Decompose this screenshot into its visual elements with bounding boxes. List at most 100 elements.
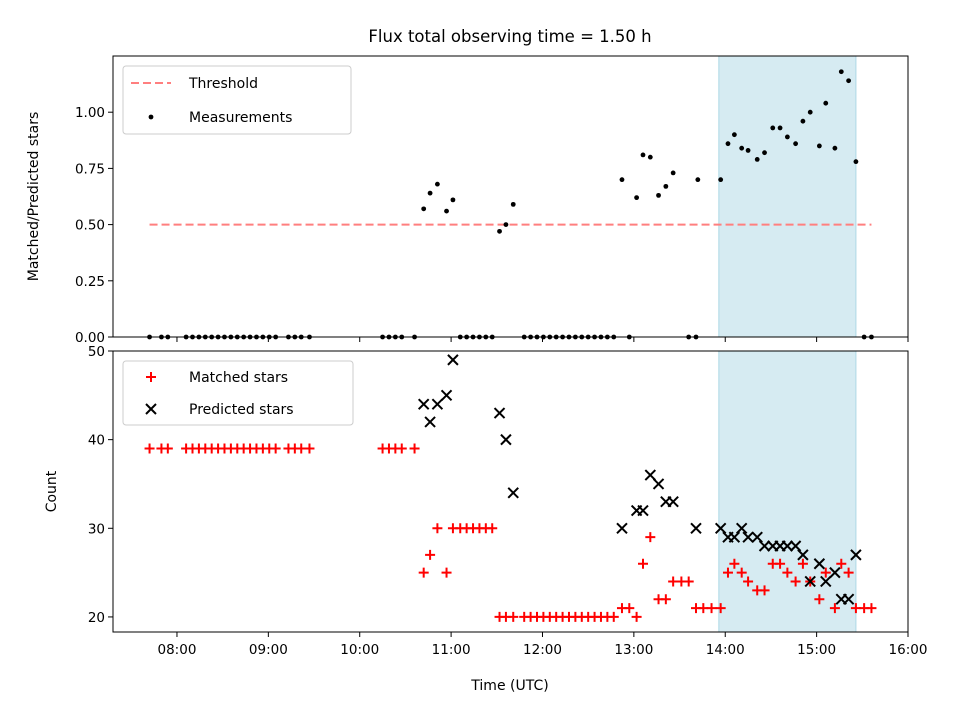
predicted-star-point	[797, 549, 809, 561]
measurement-point	[793, 141, 799, 147]
matched-star-point	[820, 567, 831, 578]
predicted-star-point	[850, 549, 862, 561]
x-tick-label: 16:00	[889, 642, 928, 658]
x-tick-label: 15:00	[797, 642, 836, 658]
predicted-star-point	[804, 575, 816, 588]
y-tick-label: 40	[88, 433, 105, 449]
matched-star-point	[304, 443, 315, 454]
predicted-star-point	[742, 531, 754, 543]
matched-star-point	[797, 558, 808, 569]
matched-star-point	[425, 549, 436, 560]
measurement-point	[762, 150, 767, 156]
measurement-point	[670, 170, 676, 176]
x-axis-label: Time (UTC)	[470, 678, 548, 694]
predicted-star-point	[758, 540, 771, 552]
matched-star-point	[814, 594, 825, 605]
predicted-star-point	[842, 593, 855, 605]
matched-star-point	[645, 532, 656, 543]
predicted-star-point	[735, 522, 748, 534]
measurement-point	[777, 125, 783, 131]
legend-label: Threshold	[188, 76, 258, 92]
panel-ratio: 0.00 0.25 0.50 0.75 1.00 Matched/Predicted st…	[26, 55, 909, 346]
predicted-star-point	[751, 531, 763, 543]
highlight-span	[718, 350, 857, 633]
predicted-star-point	[500, 433, 512, 446]
legend-label: Predicted stars	[189, 402, 294, 418]
measurement-point	[745, 148, 751, 153]
matched-star-point	[487, 523, 498, 534]
measurement-point	[619, 177, 625, 183]
matched-star-point	[270, 443, 281, 454]
predicted-star-point	[667, 495, 679, 508]
predicted-star-point	[781, 540, 794, 552]
axes-frame	[112, 350, 909, 633]
predicted-star-point	[424, 416, 436, 428]
x-tick-label: 11:00	[432, 642, 471, 658]
matched-star-point	[790, 576, 801, 587]
matched-star-point	[866, 603, 877, 614]
chart-title: Flux total observing time = 1.50 h	[368, 27, 651, 46]
measurement-point	[510, 201, 516, 207]
matched-star-point	[829, 603, 840, 614]
matched-star-point	[722, 567, 733, 578]
highlight-span	[718, 55, 857, 338]
measurement-point	[846, 78, 852, 84]
measurement-point	[640, 152, 646, 158]
measurement-point	[503, 222, 509, 228]
predicted-star-point	[431, 398, 444, 410]
predicted-star-point	[417, 398, 430, 410]
matched-star-point	[715, 603, 726, 614]
matched-star-point	[660, 594, 671, 605]
measurement-point	[770, 125, 776, 131]
matched-star-point	[729, 558, 740, 569]
measurement-point	[634, 195, 640, 201]
measurement-point	[838, 69, 844, 75]
legend-marker-swatch	[148, 114, 154, 120]
measurement-point	[718, 177, 724, 183]
predicted-star-point	[440, 389, 453, 402]
legend-label: Matched stars	[189, 370, 288, 386]
matched-star-point	[631, 611, 642, 622]
predicted-star-point	[447, 354, 459, 366]
measurement-point	[656, 192, 661, 198]
y-tick-label: 1.00	[75, 105, 105, 121]
y-tick-label: 50	[88, 344, 105, 360]
matched-star-point	[736, 567, 747, 578]
y-tick-label: 20	[88, 610, 105, 626]
matched-star-point	[706, 603, 717, 614]
matched-star-point	[162, 443, 173, 454]
measurement-point	[784, 134, 790, 140]
x-tick-label: 10:00	[340, 642, 379, 658]
matched-star-point	[396, 443, 407, 454]
measurement-point	[800, 118, 806, 124]
measurement-point	[450, 197, 456, 203]
matched-star-point	[608, 611, 619, 622]
measurement-point	[444, 208, 449, 214]
measurement-point	[807, 109, 813, 115]
matched-star-point	[843, 567, 854, 578]
legend-box	[122, 360, 354, 426]
matched-star-point	[432, 523, 443, 534]
matched-star-point	[409, 443, 420, 454]
predicted-star-point	[493, 407, 506, 419]
measurement-point	[754, 157, 760, 162]
predicted-star-point	[789, 540, 802, 552]
matched-star-point	[418, 567, 429, 578]
x-tick-label: 14:00	[706, 642, 745, 658]
legend-marker-swatch	[146, 372, 156, 382]
matched-star-point	[782, 567, 793, 578]
axes-frame	[112, 55, 909, 338]
panel-count: 20 30 40 50 08:00 09:00 10:00 11:00 12:00 13:00 14…	[44, 344, 927, 658]
measurement-point	[421, 206, 427, 212]
measurement-point	[725, 141, 731, 147]
measurement-point	[497, 228, 502, 234]
matched-star-point	[624, 603, 635, 614]
matched-star-point	[144, 443, 155, 454]
predicted-star-point	[644, 469, 657, 481]
measurement-point	[434, 181, 440, 187]
predicted-star-point	[820, 575, 832, 588]
matched-star-point	[836, 558, 847, 569]
measurement-point	[832, 145, 838, 151]
predicted-star-point	[714, 522, 727, 534]
measurement-point	[731, 132, 737, 138]
